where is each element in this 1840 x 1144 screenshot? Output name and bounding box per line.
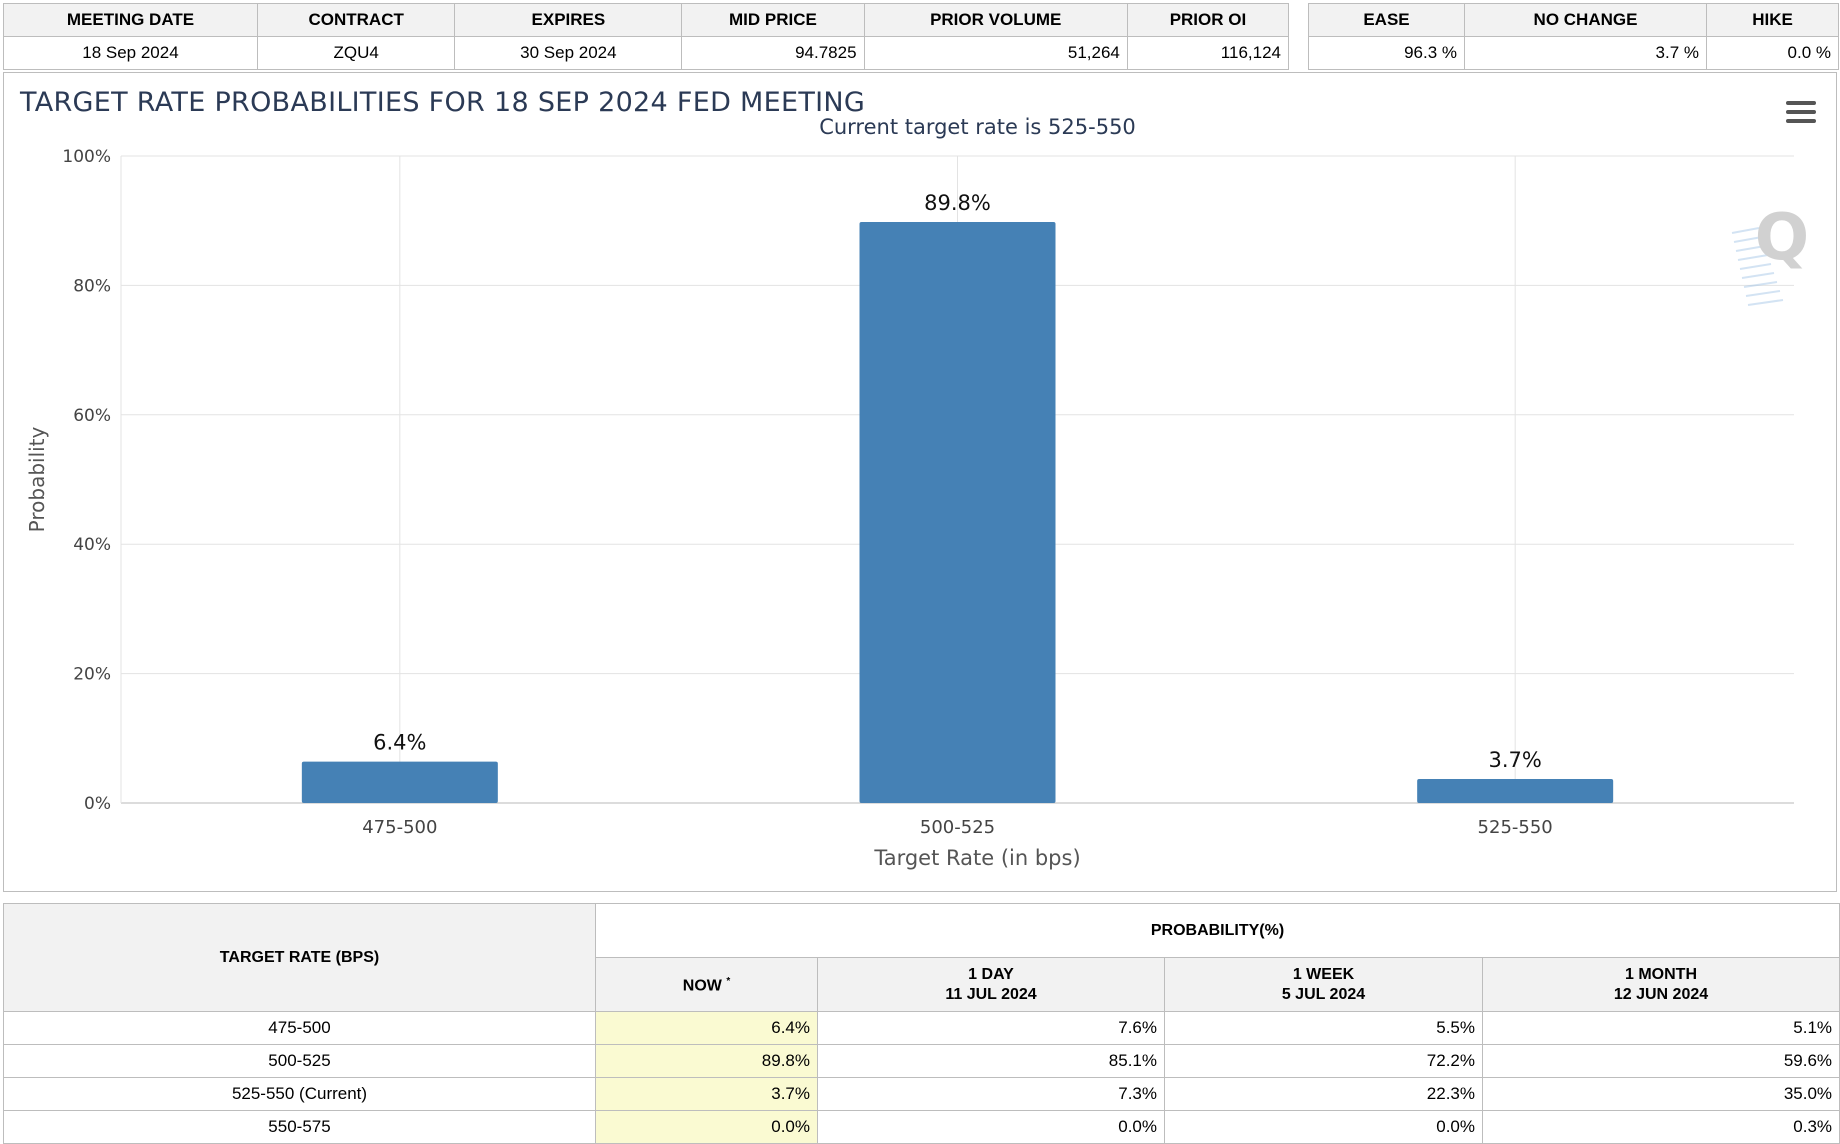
rate-cell: 475-500	[3, 1011, 596, 1045]
table-row: 500-525 89.8% 85.1% 72.2% 59.6%	[3, 1044, 1840, 1078]
day-cell: 7.3%	[817, 1077, 1165, 1111]
header-1-month: 1 MONTH 12 JUN 2024	[1481, 957, 1840, 1012]
header-1-month-label: 1 MONTH	[1625, 965, 1697, 983]
prior-volume-value: 51,264	[863, 36, 1128, 70]
week-cell: 0.0%	[1164, 1110, 1483, 1144]
header-meeting-date: MEETING DATE	[3, 3, 258, 37]
header-prior-oi: PRIOR OI	[1126, 3, 1290, 37]
day-cell: 0.0%	[817, 1110, 1165, 1144]
meeting-date-value: 18 Sep 2024	[3, 36, 258, 70]
day-cell: 85.1%	[817, 1044, 1165, 1078]
header-expires: EXPIRES	[454, 3, 683, 37]
now-cell: 89.8%	[595, 1044, 818, 1078]
meeting-data-row: 18 Sep 2024 ZQU4 30 Sep 2024 94.7825 51,…	[3, 36, 1290, 70]
hamburger-menu-icon[interactable]	[1786, 101, 1816, 125]
hike-value: 0.0 %	[1706, 36, 1839, 70]
header-probability: PROBABILITY(%)	[594, 903, 1840, 958]
chart-title: TARGET RATE PROBABILITIES FOR 18 SEP 202…	[20, 87, 866, 118]
ease-value: 96.3 %	[1308, 36, 1465, 70]
header-target-rate: TARGET RATE (BPS)	[3, 903, 596, 1012]
expires-value: 30 Sep 2024	[454, 36, 683, 70]
month-cell: 59.6%	[1481, 1044, 1840, 1078]
summary-data-row: 96.3 % 3.7 % 0.0 %	[1308, 36, 1839, 70]
meeting-header-row: MEETING DATE CONTRACT EXPIRES MID PRICE …	[3, 3, 1290, 37]
y-tick-label: 0%	[84, 794, 111, 814]
x-tick-label: 500-525	[920, 817, 995, 838]
y-axis-title: Probability	[25, 426, 49, 532]
chart-subtitle: Current target rate is 525-550	[819, 115, 1136, 139]
data-label: 89.8%	[924, 191, 991, 215]
probability-history-table: TARGET RATE (BPS) PROBABILITY(%) NOW * 1…	[3, 903, 1840, 1144]
header-now-label: NOW	[682, 977, 722, 995]
now-cell: 3.7%	[595, 1077, 818, 1111]
svg-text:Q: Q	[1755, 201, 1809, 275]
y-tick-label: 100%	[62, 147, 111, 167]
y-tick-label: 80%	[73, 276, 111, 296]
bar	[301, 761, 498, 803]
prior-oi-value: 116,124	[1126, 36, 1290, 70]
table-row: 550-575 0.0% 0.0% 0.0% 0.3%	[3, 1110, 1840, 1144]
mid-price-value: 94.7825	[681, 36, 865, 70]
header-1-day: 1 DAY 11 JUL 2024	[817, 957, 1165, 1012]
month-cell: 5.1%	[1481, 1011, 1840, 1045]
header-prior-volume: PRIOR VOLUME	[863, 3, 1128, 37]
header-1-day-date: 11 JUL 2024	[945, 985, 1037, 1003]
history-header-row-2: NOW * 1 DAY 11 JUL 2024 1 WEEK 5 JUL 2024 …	[4, 957, 1840, 1012]
header-1-week-date: 5 JUL 2024	[1281, 985, 1366, 1003]
table-row: 525-550 (Current) 3.7% 7.3% 22.3% 35.0%	[3, 1077, 1840, 1111]
y-tick-label: 40%	[73, 535, 111, 555]
rate-cell: 550-575	[3, 1110, 596, 1144]
header-no-change: NO CHANGE	[1464, 3, 1707, 37]
header-1-week: 1 WEEK 5 JUL 2024	[1164, 957, 1483, 1012]
header-contract: CONTRACT	[256, 3, 456, 37]
bar	[859, 221, 1056, 803]
header-hike: HIKE	[1706, 3, 1839, 37]
header-1-week-label: 1 WEEK	[1292, 965, 1355, 983]
table-row: 475-500 6.4% 7.6% 5.5% 5.1%	[3, 1011, 1840, 1045]
header-mid-price: MID PRICE	[681, 3, 865, 37]
probability-bar-chart: 0% 20% 40% 60% 80% 100% 6.4% 475-500 89.8% 500-52…	[25, 115, 1809, 870]
month-cell: 35.0%	[1481, 1077, 1840, 1111]
x-axis-title: Target Rate (in bps)	[873, 846, 1080, 870]
header-ease: EASE	[1308, 3, 1465, 37]
header-1-day-label: 1 DAY	[968, 965, 1014, 983]
bar	[1417, 779, 1614, 803]
x-tick-label: 525-550	[1478, 817, 1553, 838]
chart-panel: 0% 20% 40% 60% 80% 100% 6.4% 475-500 89.8% 500-52…	[3, 72, 1837, 892]
no-change-value: 3.7 %	[1464, 36, 1707, 70]
week-cell: 22.3%	[1164, 1077, 1483, 1111]
day-cell: 7.6%	[817, 1011, 1165, 1045]
probability-summary-table: EASE NO CHANGE HIKE 96.3 % 3.7 % 0.0 %	[1308, 3, 1839, 70]
week-cell: 5.5%	[1164, 1011, 1483, 1045]
data-label: 6.4%	[373, 731, 426, 755]
rate-cell: 525-550 (Current)	[3, 1077, 596, 1111]
meeting-info-table: MEETING DATE CONTRACT EXPIRES MID PRICE …	[3, 3, 1290, 70]
history-header-row-1: TARGET RATE (BPS) PROBABILITY(%)	[3, 903, 1840, 1012]
header-now: NOW *	[595, 957, 818, 1012]
month-cell: 0.3%	[1481, 1110, 1840, 1144]
y-tick-label: 60%	[73, 406, 111, 426]
y-tick-label: 20%	[73, 665, 111, 685]
data-label: 3.7%	[1488, 748, 1541, 772]
header-1-month-date: 12 JUN 2024	[1613, 985, 1709, 1003]
quikstrike-q-icon: Q	[1731, 201, 1809, 306]
week-cell: 72.2%	[1164, 1044, 1483, 1078]
header-now-mark: *	[726, 976, 731, 988]
x-tick-label: 475-500	[362, 817, 437, 838]
contract-value: ZQU4	[256, 36, 456, 70]
summary-header-row: EASE NO CHANGE HIKE	[1308, 3, 1839, 37]
rate-cell: 500-525	[3, 1044, 596, 1078]
now-cell: 6.4%	[595, 1011, 818, 1045]
now-cell: 0.0%	[595, 1110, 818, 1144]
